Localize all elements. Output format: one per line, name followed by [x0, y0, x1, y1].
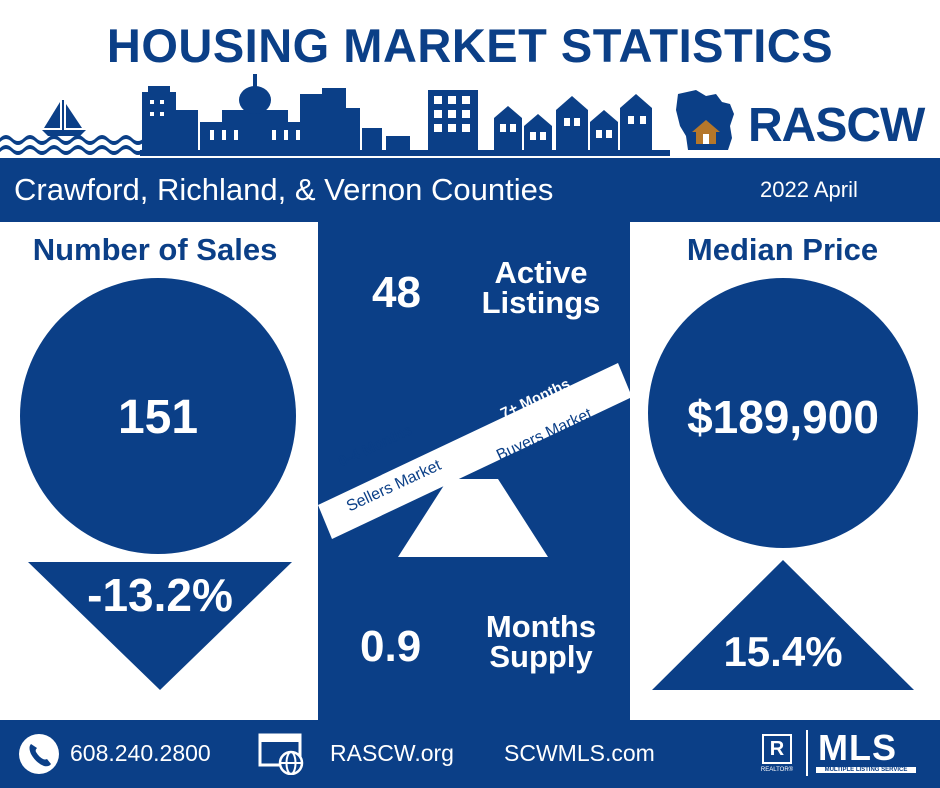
sailboat-icon: [42, 100, 86, 136]
sales-value: 151: [117, 391, 199, 444]
seller-range-label: 0-4 Months: [336, 421, 415, 471]
months-supply-label: Months Supply: [466, 609, 616, 674]
buyer-range-label: 7+ Months: [498, 375, 573, 423]
active-listings-value: 48: [372, 268, 421, 317]
rascw-logo-text: RASCW: [748, 99, 925, 152]
seesaw-plank: [318, 363, 630, 539]
sales-circle: [20, 278, 296, 554]
seesaw-labels: 0-4 Months Sellers Market 7+ Months Buye…: [318, 355, 630, 565]
active-label-line1: Active: [494, 255, 588, 290]
region-band: [0, 158, 940, 222]
seesaw-fulcrum: [398, 479, 548, 557]
price-change: 15.4%: [723, 628, 843, 675]
footer-site-rascw[interactable]: RASCW.org: [330, 740, 454, 766]
wisconsin-state-icon: [676, 90, 734, 150]
active-label-line2: Listings: [481, 285, 601, 320]
phone-icon: [19, 734, 59, 774]
footer-phone[interactable]: 608.240.2800: [70, 740, 211, 766]
report-period: 2022 April: [760, 177, 858, 202]
market-seesaw: [318, 363, 630, 557]
active-listings-label: Active Listings: [466, 255, 616, 320]
seller-market-label: Sellers Market: [344, 456, 444, 516]
realtor-logo: R: [762, 734, 792, 764]
sales-heading: Number of Sales: [32, 232, 278, 267]
page-title: HOUSING MARKET STATISTICS: [106, 19, 834, 72]
down-triangle-icon: [28, 562, 292, 690]
footer-site-scwmls[interactable]: SCWMLS.com: [504, 740, 655, 766]
up-triangle-icon: [652, 560, 914, 690]
months-supply-value: 0.9: [360, 622, 422, 671]
mls-caption: MULTIPLE LISTING SERVICE: [816, 767, 916, 773]
realtor-caption: REALTOR®: [760, 767, 794, 773]
mls-logo: MLS: [818, 727, 897, 768]
price-heading: Median Price: [686, 232, 879, 267]
footer: [0, 720, 940, 788]
house-icon: [692, 120, 720, 144]
logo-divider: [806, 730, 808, 776]
web-browser-icon: [258, 733, 304, 775]
region-name: Crawford, Richland, & Vernon Counties: [14, 172, 554, 207]
supply-label-line1: Months: [485, 609, 597, 644]
city-skyline-icon: [0, 74, 670, 156]
sales-change: -13.2%: [87, 569, 233, 621]
supply-label-line2: Supply: [489, 639, 593, 674]
price-value: $189,900: [687, 391, 879, 443]
price-circle: [648, 278, 918, 548]
